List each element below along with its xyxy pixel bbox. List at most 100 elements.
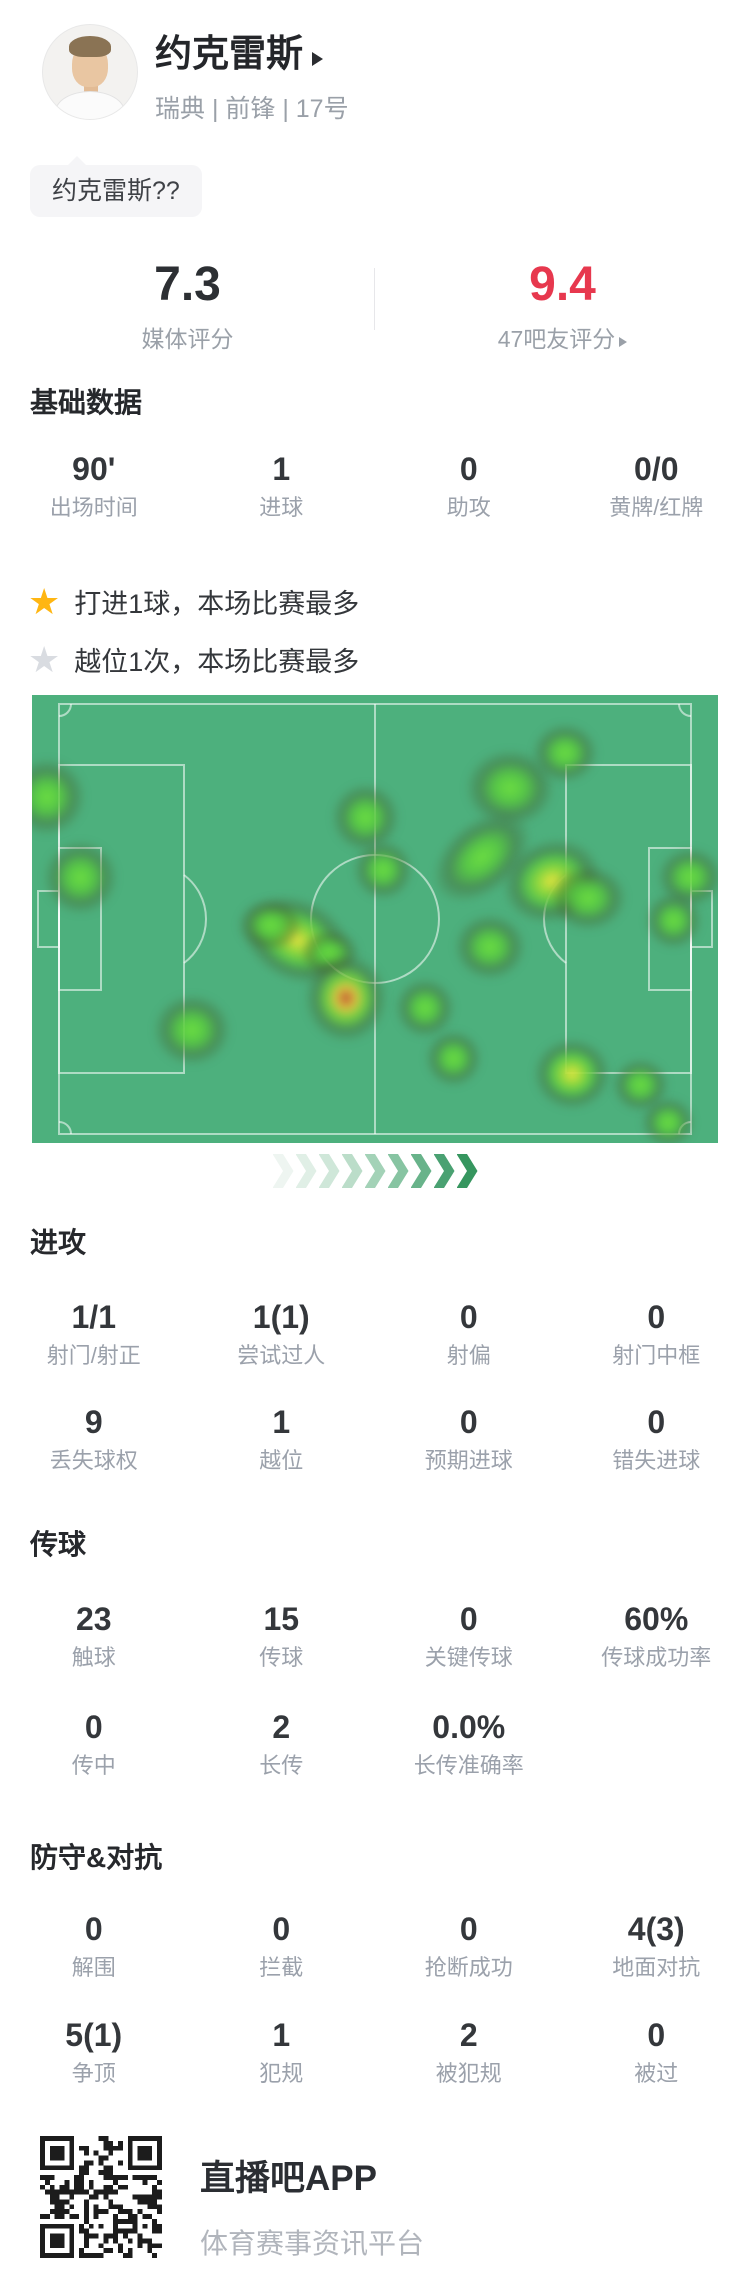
stat-dribbles: 1(1) 尝试过人 <box>188 1298 376 1369</box>
stat-shots-on-target: 1/1 射门/射正 <box>0 1298 188 1369</box>
highlight-offside: ★ 越位1次，本场比赛最多 <box>28 640 359 679</box>
stat-value: 90' <box>72 451 116 487</box>
heatmap-blob <box>304 953 388 1043</box>
section-title-defense: 防守&对抗 <box>30 1842 163 1873</box>
heatmap-blob <box>454 914 526 980</box>
stat-label: 出场时间 <box>49 495 138 520</box>
highlight-text: 打进1球，本场比赛最多 <box>74 589 360 619</box>
heatmap-blob <box>424 1029 482 1087</box>
stat-dribbled-past: 0 被过 <box>563 2016 750 2087</box>
stat-offsides: 1 越位 <box>188 1403 376 1474</box>
heatmap-pitch <box>32 695 718 1143</box>
player-meta: 瑞典 | 前锋 | 17号 <box>155 95 349 123</box>
stat-value: 0 <box>647 1404 666 1440</box>
stat-fouls: 1 犯规 <box>188 2016 376 2087</box>
heatmap-blob <box>153 994 231 1066</box>
stat-key-passes: 0 关键传球 <box>375 1600 563 1671</box>
stat-long-balls: 2 长传 <box>188 1708 376 1779</box>
stat-label: 射偏 <box>446 1343 491 1368</box>
stat-value: 0 <box>647 1299 666 1335</box>
stat-long-ball-accuracy: 0.0% 长传准确率 <box>375 1708 563 1779</box>
stat-label: 解围 <box>71 1955 116 1980</box>
app-tagline: 体育赛事资讯平台 <box>200 2228 425 2259</box>
fans-rating[interactable]: 9.4 47吧友评分 <box>375 258 750 354</box>
stat-value: 0 <box>647 2017 666 2053</box>
stat-value: 2 <box>459 2017 478 2053</box>
stat-label: 助攻 <box>446 495 491 520</box>
stat-empty <box>563 1708 750 1779</box>
player-name-text: 约克雷斯 <box>155 33 303 74</box>
stat-interceptions: 0 拦截 <box>188 1910 376 1981</box>
attack-stats-row-2: 9 丢失球权 1 越位 0 预期进球 0 错失进球 <box>0 1403 750 1474</box>
stat-value: 23 <box>75 1601 112 1637</box>
chevron-right-icon <box>619 337 628 347</box>
fans-rating-label: 47吧友评分 <box>375 320 750 354</box>
stat-label: 被犯规 <box>435 2061 502 2086</box>
stat-label: 射门/射正 <box>46 1343 141 1368</box>
stat-label: 长传 <box>259 1753 304 1778</box>
heatmap-blob <box>644 891 702 949</box>
stat-label: 错失进球 <box>612 1448 701 1473</box>
stat-label: 尝试过人 <box>237 1343 326 1368</box>
defense-stats-row-2: 5(1) 争顶 1 犯规 2 被犯规 0 被过 <box>0 2016 750 2087</box>
stat-passes: 15 传球 <box>188 1600 376 1671</box>
chevron-icon <box>410 1154 432 1188</box>
chevron-icon <box>433 1154 455 1188</box>
stat-woodwork: 0 射门中框 <box>563 1298 750 1369</box>
section-title-basic: 基础数据 <box>30 387 143 418</box>
stat-value: 1 <box>272 451 291 487</box>
fans-rating-label-text: 47吧友评分 <box>497 326 616 352</box>
player-name[interactable]: 约克雷斯 <box>155 32 323 76</box>
stat-label: 传球成功率 <box>601 1645 712 1670</box>
stat-tackles-won: 0 抢断成功 <box>375 1910 563 1981</box>
stat-label: 丢失球权 <box>49 1448 138 1473</box>
highlight-goal: ★ 打进1球，本场比赛最多 <box>28 582 359 621</box>
stat-minutes-played: 90' 出场时间 <box>0 450 188 521</box>
stat-label: 争顶 <box>71 2061 116 2086</box>
stat-value: 1/1 <box>71 1299 116 1335</box>
chevron-right-icon <box>312 52 323 66</box>
stat-label: 预期进球 <box>424 1448 513 1473</box>
stat-possession-lost: 9 丢失球权 <box>0 1403 188 1474</box>
stat-label: 犯规 <box>259 2061 304 2086</box>
heatmap-blob <box>353 840 413 900</box>
chevron-icon <box>272 1154 294 1188</box>
stat-label: 地面对抗 <box>612 1955 701 1980</box>
passing-stats-row-1: 23 触球 15 传球 0 关键传球 60% 传球成功率 <box>0 1600 750 1671</box>
stat-label: 拦截 <box>259 1955 304 1980</box>
chevron-icon <box>456 1154 478 1188</box>
stat-label: 传球 <box>259 1645 304 1670</box>
defense-stats-row-1: 0 解围 0 拦截 0 抢断成功 4(3) 地面对抗 <box>0 1910 750 1981</box>
stat-value: 1 <box>272 1404 291 1440</box>
chevron-icon <box>295 1154 317 1188</box>
stat-value: 5(1) <box>65 2017 123 2053</box>
avatar[interactable] <box>42 24 138 120</box>
star-icon-gray: ★ <box>28 638 61 680</box>
stat-value: 4(3) <box>627 1911 685 1947</box>
section-title-passing: 传球 <box>30 1529 87 1560</box>
stat-value: 1(1) <box>252 1299 310 1335</box>
stat-crosses: 0 传中 <box>0 1708 188 1779</box>
heatmap-blob <box>237 898 303 952</box>
chevron-icon <box>364 1154 386 1188</box>
stat-shots-off: 0 射偏 <box>375 1298 563 1369</box>
stat-value: 0 <box>459 1404 478 1440</box>
stat-value: 15 <box>263 1601 300 1637</box>
stat-value: 0/0 <box>634 451 679 487</box>
basic-stats-row: 90' 出场时间 1 进球 0 助攻 0/0 黄牌/红牌 <box>0 450 750 521</box>
qr-code <box>40 2136 162 2258</box>
stat-value: 0 <box>459 1911 478 1947</box>
heatmap-blob <box>533 1038 611 1110</box>
stat-label: 射门中框 <box>612 1343 701 1368</box>
stat-ground-duels: 4(3) 地面对抗 <box>563 1910 750 1981</box>
stat-value: 2 <box>272 1709 291 1745</box>
media-rating-value: 7.3 <box>154 258 221 311</box>
stat-pass-accuracy: 60% 传球成功率 <box>563 1600 750 1671</box>
stat-was-fouled: 2 被犯规 <box>375 2016 563 2087</box>
heatmap-blob <box>395 978 455 1038</box>
heatmap-blob <box>32 758 86 836</box>
stat-label: 触球 <box>71 1645 116 1670</box>
stat-value: 1 <box>272 2017 291 2053</box>
stat-value: 0 <box>459 1601 478 1637</box>
avatar-shirt <box>55 91 125 119</box>
